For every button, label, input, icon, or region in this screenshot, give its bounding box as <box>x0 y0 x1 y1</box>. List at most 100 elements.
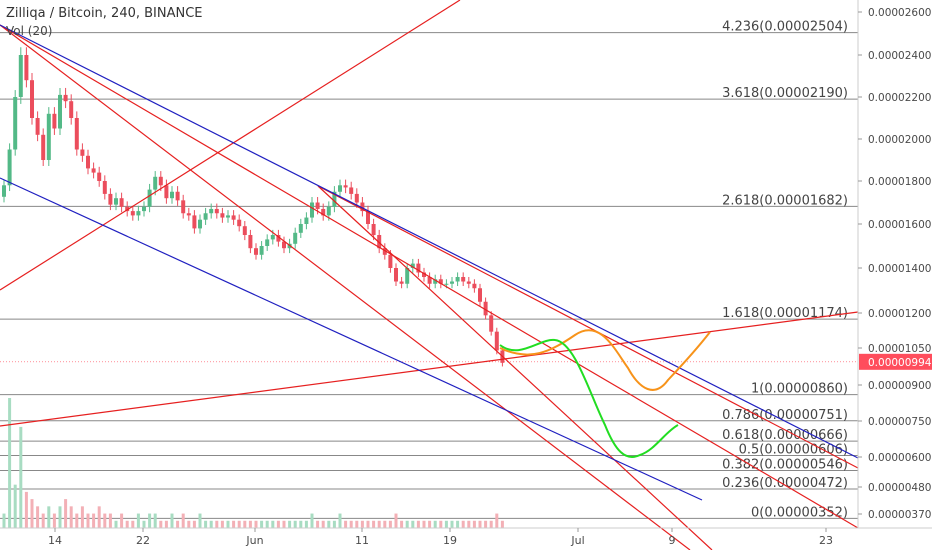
candle-body <box>125 206 130 212</box>
candle-body <box>455 277 460 282</box>
candle-body <box>69 101 74 118</box>
candle-body <box>478 288 482 302</box>
candle-body <box>237 219 242 227</box>
volume-bar <box>304 520 308 528</box>
volume-bar <box>366 520 370 528</box>
volume-bar <box>355 520 359 528</box>
volume-bar <box>411 520 415 528</box>
volume-bar <box>299 520 303 528</box>
price-tick-label: 0.00000480 <box>868 482 931 494</box>
red-trend-line <box>0 311 859 427</box>
volume-bar <box>332 520 336 528</box>
candle-body <box>108 193 113 205</box>
candle-body <box>366 211 370 224</box>
candle-body <box>142 206 146 212</box>
time-tick-label: Jun <box>245 534 263 547</box>
volume-bar <box>36 506 40 528</box>
volume-bar <box>495 513 499 528</box>
volume-bar <box>148 513 152 528</box>
volume-bar <box>209 520 213 528</box>
candle-body <box>399 281 404 284</box>
candle-body <box>35 118 40 135</box>
projection-curve-orange <box>499 329 711 391</box>
volume-bar <box>92 513 96 528</box>
candle-body <box>461 277 466 282</box>
volume-bar <box>52 513 56 528</box>
last-price-badge <box>859 353 932 370</box>
candle-body <box>433 279 438 284</box>
candle-body <box>489 315 494 332</box>
red-trend-line <box>317 185 713 550</box>
candle-body <box>114 198 118 205</box>
candle-body <box>41 134 46 160</box>
candle-body <box>321 208 326 216</box>
candle-body <box>265 239 270 246</box>
volume-bar <box>338 513 342 528</box>
volume-bar <box>383 520 387 528</box>
candle-body <box>153 176 158 190</box>
volume-bar <box>58 506 62 528</box>
candle-body <box>315 202 320 209</box>
time-tick-label: 22 <box>136 534 150 547</box>
candle-body <box>410 263 415 268</box>
candle-body <box>310 202 314 218</box>
time-tick-label: 11 <box>355 534 369 547</box>
candle-body <box>360 202 365 212</box>
volume-bar <box>271 520 275 528</box>
volume-bar <box>30 499 34 528</box>
volume-bar <box>439 520 443 528</box>
volume-bar <box>265 520 269 528</box>
candle-body <box>438 279 443 284</box>
volume-bar <box>484 520 488 528</box>
candle-body <box>332 191 337 207</box>
blue-channel-line <box>0 177 703 501</box>
plot-area: 4.236(0.00002504) 3.618(0.00002190) 2.618(… <box>0 20 858 528</box>
volume-bar <box>360 520 364 528</box>
volume-bar <box>254 520 258 528</box>
volume-bar <box>405 520 409 528</box>
volume-bar <box>243 520 247 528</box>
volume-bar <box>248 520 252 528</box>
candle-body <box>343 185 348 188</box>
red-trend-line <box>317 185 859 469</box>
time-tick-label: 9 <box>669 534 676 547</box>
time-tick-label: 14 <box>48 534 62 547</box>
candle-body <box>192 215 197 229</box>
volume-bar <box>86 513 90 528</box>
volume-bar <box>125 520 129 528</box>
time-axis: 14 22 Jun 11 19 Jul 9 23 <box>0 527 932 547</box>
candle-body <box>483 301 488 316</box>
candle-body <box>80 149 85 156</box>
candle-body <box>282 241 286 249</box>
fib-level-label: 0(0.00000352) <box>751 505 848 520</box>
volume-bar <box>176 520 180 528</box>
fib-level-label: 2.618(0.00001682) <box>722 193 848 208</box>
volume-bar <box>24 491 28 528</box>
candle-body <box>63 94 68 102</box>
candle-body <box>214 208 219 214</box>
time-tick-label: 23 <box>819 534 833 547</box>
time-tick-label: 19 <box>443 534 457 547</box>
candle-body <box>377 235 382 249</box>
volume-bar <box>416 520 420 528</box>
candle-body <box>220 213 225 218</box>
volume-bar <box>226 520 230 528</box>
candle-body <box>422 272 426 277</box>
price-tick-label: 0.00002200 <box>868 92 931 104</box>
candle-body <box>170 191 174 199</box>
volume-bar <box>114 520 118 528</box>
volume-bar <box>47 506 51 528</box>
volume-bar <box>450 520 454 528</box>
candle-body <box>354 193 359 203</box>
candle-body <box>164 185 169 199</box>
volume-bar <box>388 520 392 528</box>
candle-body <box>203 213 208 220</box>
price-tick-label: 0.00000370 <box>868 509 931 521</box>
fib-level-label: 0.236(0.00000472) <box>722 476 848 491</box>
volume-bar <box>467 520 471 528</box>
volume-label: Vol (20) <box>6 24 53 38</box>
candle-body <box>7 149 12 186</box>
drawing-overlay <box>0 0 859 550</box>
volume-bar <box>276 520 280 528</box>
candle-body <box>97 172 102 181</box>
